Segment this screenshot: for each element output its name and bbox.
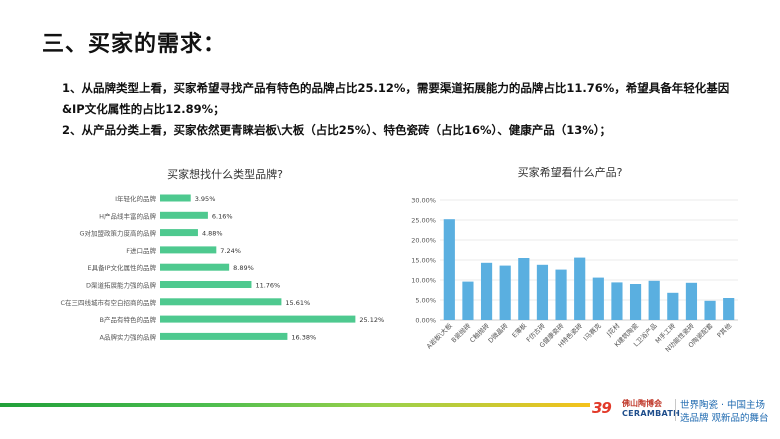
data-label: 25.12% — [359, 316, 384, 324]
bar — [443, 219, 455, 320]
bar — [160, 229, 198, 237]
bar — [160, 211, 208, 219]
bar — [160, 263, 230, 271]
bar — [536, 264, 549, 320]
footer-logo: 39 佛山陶博会 CERAMBATH 世界陶瓷 · 中国主场 选品牌 观新品的舞… — [590, 395, 780, 425]
y-tick-label: 30.00% — [411, 197, 436, 205]
bar — [667, 292, 679, 320]
category-label: I马赛克 — [581, 321, 603, 343]
brand-type-bar-chart: I年轻化的品牌 3.95% H产品线丰富的品牌 6.16% G对加盟政策力度高的品牌 4.… — [60, 194, 384, 341]
data-label: 11.76% — [255, 282, 280, 290]
y-tick-label: 20.00% — [411, 237, 436, 245]
logo-chinese-name: 佛山陶博会 — [622, 399, 662, 408]
data-label: 15.61% — [285, 299, 310, 307]
y-tick-label: 5.00% — [415, 297, 436, 305]
bullet-item: 2、从产品分类上看，买家依然更青睐岩板\大板（占比25%）、特色瓷砖（占比16%… — [62, 123, 612, 137]
category-label: A品牌实力强的品牌 — [100, 332, 157, 341]
data-label: 3.95% — [195, 195, 216, 203]
bar — [160, 194, 191, 202]
category-label: E具备IP文化属性的品牌 — [88, 263, 157, 272]
bar — [704, 300, 716, 320]
bar — [160, 298, 282, 306]
logo-divider — [675, 399, 676, 421]
category-label: A岩板\大板 — [424, 321, 454, 351]
bullet-item: 1、从品牌类型上看，买家希望寻找产品有特色的品牌占比25.12%，需要渠道拓展能… — [62, 81, 730, 116]
category-label: P其他 — [715, 321, 734, 340]
summary-bullets: 1、从品牌类型上看，买家希望寻找产品有特色的品牌占比25.12%，需要渠道拓展能… — [62, 78, 752, 141]
slogan-line-2: 选品牌 观新品的舞台 — [680, 413, 769, 424]
category-label: H产品线丰富的品牌 — [99, 211, 156, 220]
bar — [160, 246, 217, 254]
category-label: D微晶砖 — [486, 321, 510, 345]
category-label: G对加盟政策力度高的品牌 — [79, 229, 156, 238]
brand-chart-title: 买家想找什么类型品牌? — [167, 168, 283, 181]
footer-gradient-line — [0, 403, 590, 407]
page-title: 三、买家的需求： — [42, 32, 227, 57]
data-label: 16.38% — [291, 333, 316, 341]
bar — [462, 281, 474, 320]
data-label: 8.89% — [233, 264, 254, 272]
bar — [555, 269, 567, 320]
category-label: I年轻化的品牌 — [115, 194, 156, 203]
logo-mark-text: 39 — [592, 399, 612, 417]
bar — [160, 332, 288, 340]
bar — [685, 282, 698, 320]
data-label: 7.24% — [220, 247, 241, 255]
y-tick-label: 0.00% — [415, 317, 436, 325]
bar — [160, 315, 356, 323]
slogan-line-1: 世界陶瓷 · 中国主场 — [680, 400, 766, 411]
category-label: B产品有特色的品牌 — [100, 315, 157, 324]
y-tick-label: 15.00% — [411, 257, 436, 265]
bar — [574, 257, 586, 320]
y-tick-label: 25.00% — [411, 217, 436, 225]
bar — [160, 281, 252, 288]
bar — [629, 284, 642, 320]
data-label: 4.88% — [202, 230, 223, 238]
logo-english-name: CERAMBATH — [622, 409, 681, 418]
category-label: D渠道拓展能力强的品牌 — [86, 281, 157, 290]
bar — [480, 262, 493, 320]
bar — [499, 265, 511, 320]
bar — [611, 282, 623, 320]
category-label: F进口品牌 — [126, 246, 156, 255]
bar — [648, 280, 660, 320]
bar — [518, 258, 530, 320]
data-label: 6.16% — [212, 212, 233, 220]
y-tick-label: 10.00% — [411, 277, 436, 285]
bar — [592, 277, 604, 320]
expo-logo-icon: 39 — [592, 399, 612, 417]
bar — [723, 298, 735, 320]
product-chart-title: 买家希望看什么产品? — [517, 166, 623, 179]
category-label: C在三四线城市有空白招商的品牌 — [60, 298, 156, 307]
